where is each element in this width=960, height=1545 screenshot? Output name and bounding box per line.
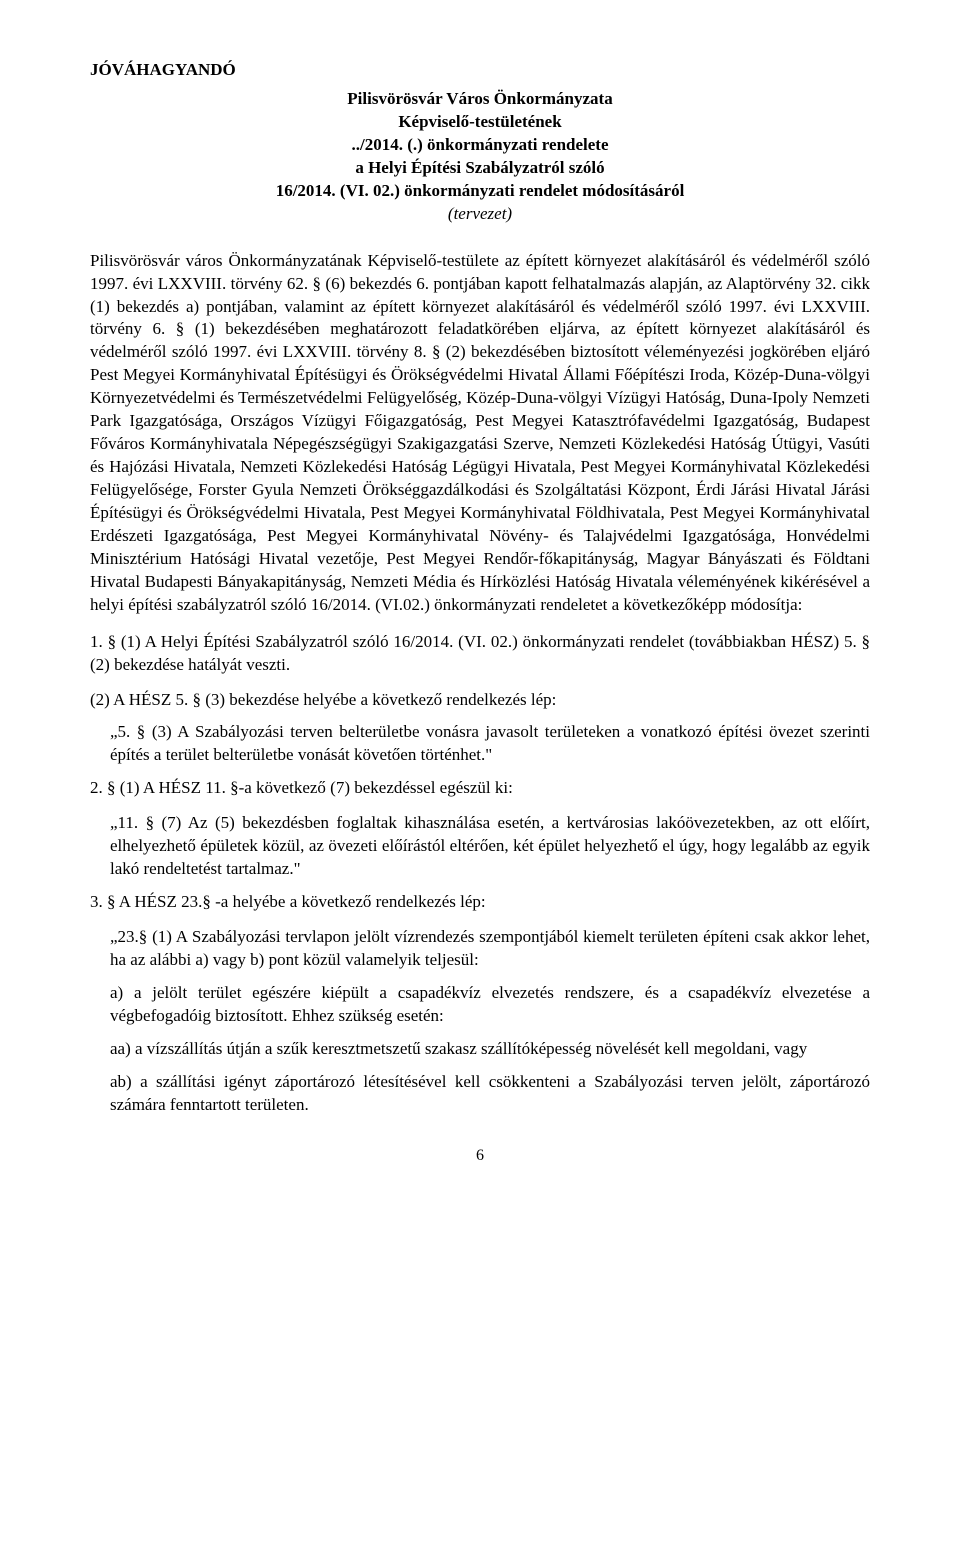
section-1: 1. § (1) A Helyi Építési Szabályzatról s… xyxy=(90,631,870,677)
header-line-4: a Helyi Építési Szabályzatról szóló xyxy=(90,157,870,180)
document-page: JÓVÁHAGYANDÓ Pilisvörösvár Város Önkormá… xyxy=(0,0,960,1205)
section-2-lead: 2. § xyxy=(90,778,116,797)
main-paragraph: Pilisvörösvár város Önkormányzatának Kép… xyxy=(90,250,870,617)
document-header: Pilisvörösvár Város Önkormányzata Képvis… xyxy=(90,88,870,226)
section-2-quote: „11. § (7) Az (5) bekezdésben foglaltak … xyxy=(90,812,870,881)
section-3-aa: aa) a vízszállítás útján a szűk keresztm… xyxy=(90,1038,870,1061)
section-3-text: A HÉSZ 23.§ -a helyébe a következő rende… xyxy=(116,892,486,911)
section-3-quote-1: „23.§ (1) A Szabályozási tervlapon jelöl… xyxy=(90,926,870,972)
header-line-1: Pilisvörösvár Város Önkormányzata xyxy=(90,88,870,111)
section-3: 3. § A HÉSZ 23.§ -a helyébe a következő … xyxy=(90,891,870,914)
section-3-ab: ab) a szállítási igényt záportározó léte… xyxy=(90,1071,870,1117)
section-1-sub-intro: (2) A HÉSZ 5. § (3) bekezdése helyébe a … xyxy=(90,689,870,712)
section-1-lead: 1. § xyxy=(90,632,116,651)
header-line-2: Képviselő-testületének xyxy=(90,111,870,134)
section-2: 2. § (1) A HÉSZ 11. §-a következő (7) be… xyxy=(90,777,870,800)
section-3-a: a) a jelölt terület egészére kiépült a c… xyxy=(90,982,870,1028)
page-number: 6 xyxy=(90,1147,870,1165)
section-1-text: (1) A Helyi Építési Szabályzatról szóló … xyxy=(90,632,870,674)
header-line-3: ../2014. (.) önkormányzati rendelete xyxy=(90,134,870,157)
section-3-lead: 3. § xyxy=(90,892,116,911)
section-1-quote: „5. § (3) A Szabályozási terven belterül… xyxy=(90,721,870,767)
approval-heading: JÓVÁHAGYANDÓ xyxy=(90,60,870,80)
header-line-draft: (tervezet) xyxy=(90,203,870,226)
header-line-5: 16/2014. (VI. 02.) önkormányzati rendele… xyxy=(90,180,870,203)
section-2-text: (1) A HÉSZ 11. §-a következő (7) bekezdé… xyxy=(116,778,513,797)
